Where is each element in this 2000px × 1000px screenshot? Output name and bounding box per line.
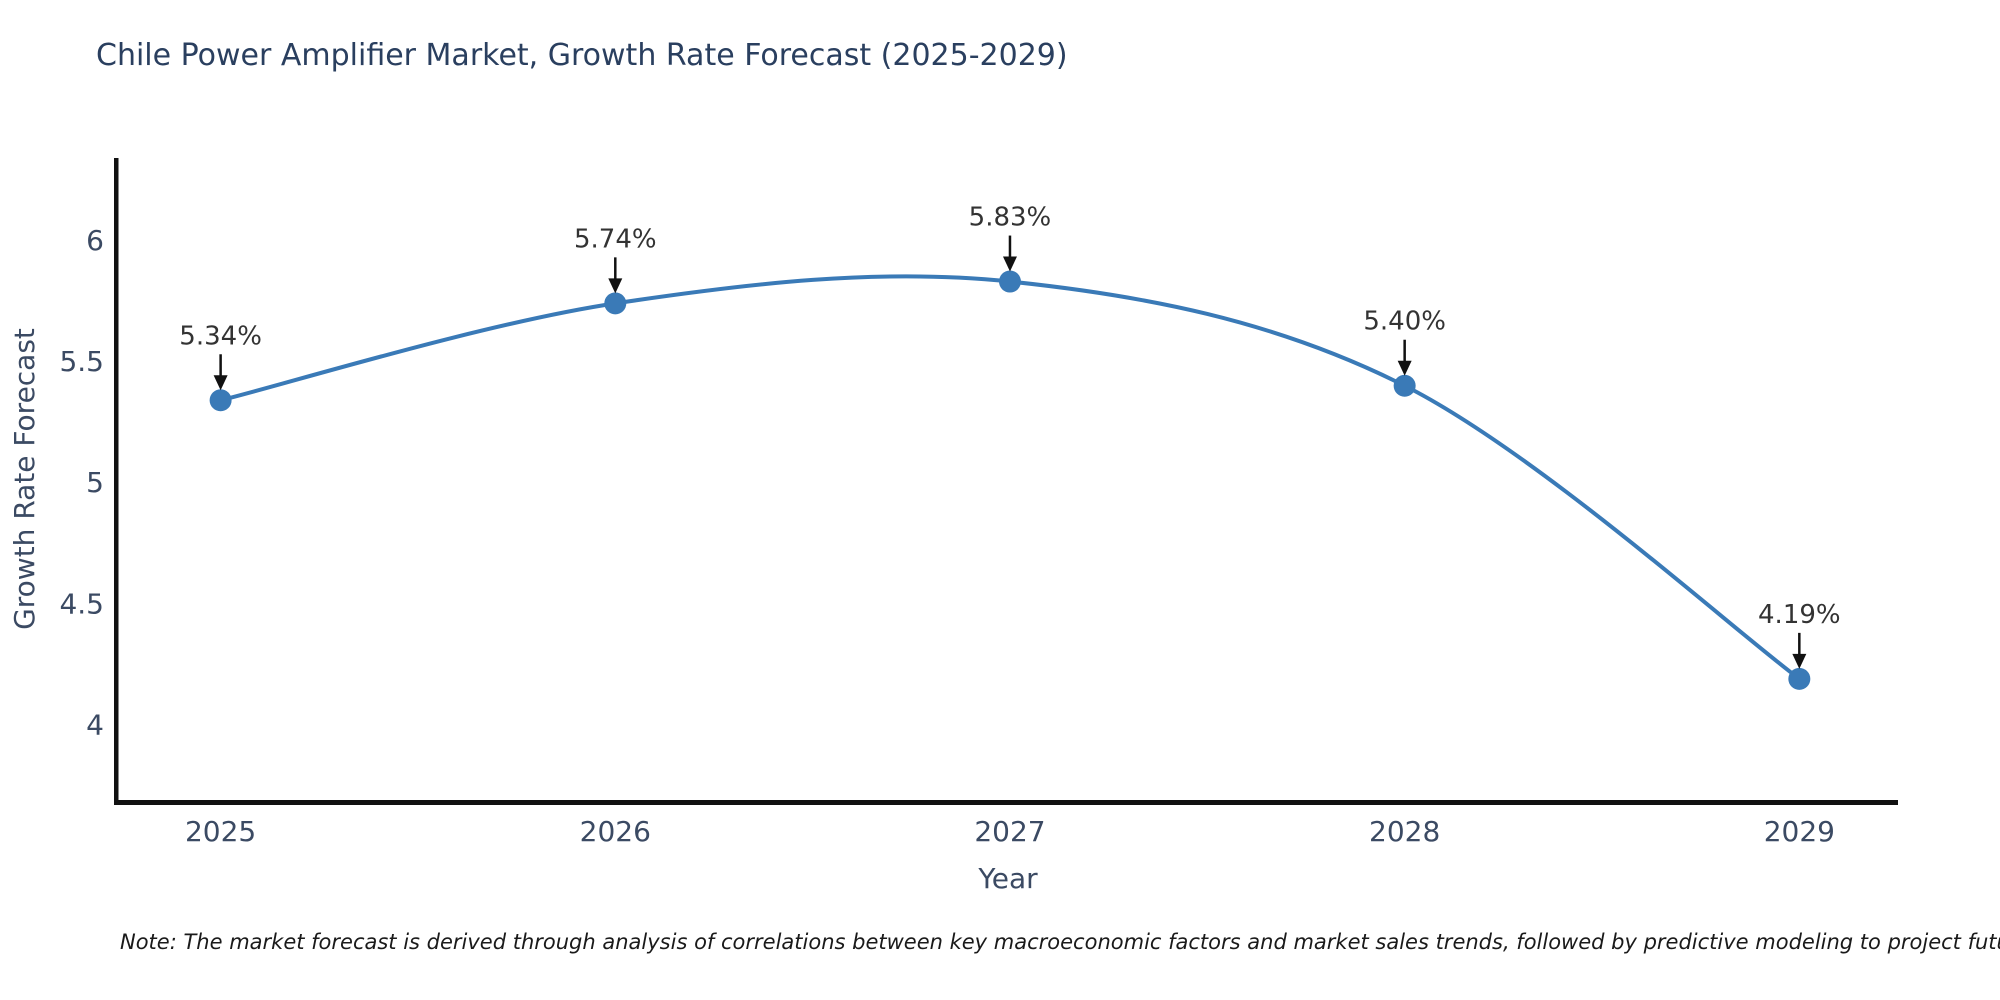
footnote: Note: The market forecast is derived thr… xyxy=(120,930,2000,954)
data-point-marker[interactable] xyxy=(1393,374,1416,397)
data-point-label: 5.74% xyxy=(574,224,657,254)
y-tick-label: 6 xyxy=(86,224,104,257)
annotation-arrowhead-icon xyxy=(1792,653,1807,669)
x-tick-label: 2029 xyxy=(1764,815,1835,848)
y-axis-spine xyxy=(114,158,119,805)
y-tick-label: 4.5 xyxy=(59,587,104,620)
y-tick-label: 4 xyxy=(86,708,104,741)
data-point-marker[interactable] xyxy=(209,389,232,412)
data-point-marker[interactable] xyxy=(998,270,1021,293)
y-tick-label: 5 xyxy=(86,466,104,499)
data-point-label: 5.40% xyxy=(1363,307,1446,337)
data-point-label: 4.19% xyxy=(1758,600,1841,630)
annotation-arrowhead-icon xyxy=(1002,256,1017,272)
data-point-label: 5.34% xyxy=(179,321,262,351)
trend-line xyxy=(218,274,1802,681)
x-tick-label: 2028 xyxy=(1369,815,1440,848)
data-point-marker[interactable] xyxy=(1788,667,1811,690)
annotation-arrowhead-icon xyxy=(1397,360,1412,376)
x-axis-title: Year xyxy=(977,862,1038,895)
annotation-arrowhead-icon xyxy=(213,375,228,391)
x-tick-label: 2027 xyxy=(974,815,1045,848)
y-tick-label: 5.5 xyxy=(59,345,104,378)
y-axis-title: Growth Rate Forecast xyxy=(8,328,41,630)
x-axis-spine xyxy=(114,800,1898,805)
data-point-label: 5.83% xyxy=(969,203,1052,233)
annotation-arrowhead-icon xyxy=(608,278,623,294)
x-tick-label: 2026 xyxy=(580,815,651,848)
chart-title: Chile Power Amplifier Market, Growth Rat… xyxy=(96,38,1068,73)
data-point-marker[interactable] xyxy=(604,292,627,315)
x-tick-label: 2025 xyxy=(185,815,256,848)
